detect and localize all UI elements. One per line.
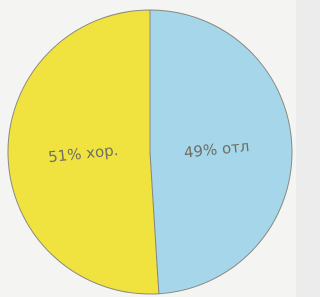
page: 51% хор.49% отл (() => { const data = JS… <box>0 0 320 297</box>
chart: 51% хор.49% отл <box>0 0 296 297</box>
